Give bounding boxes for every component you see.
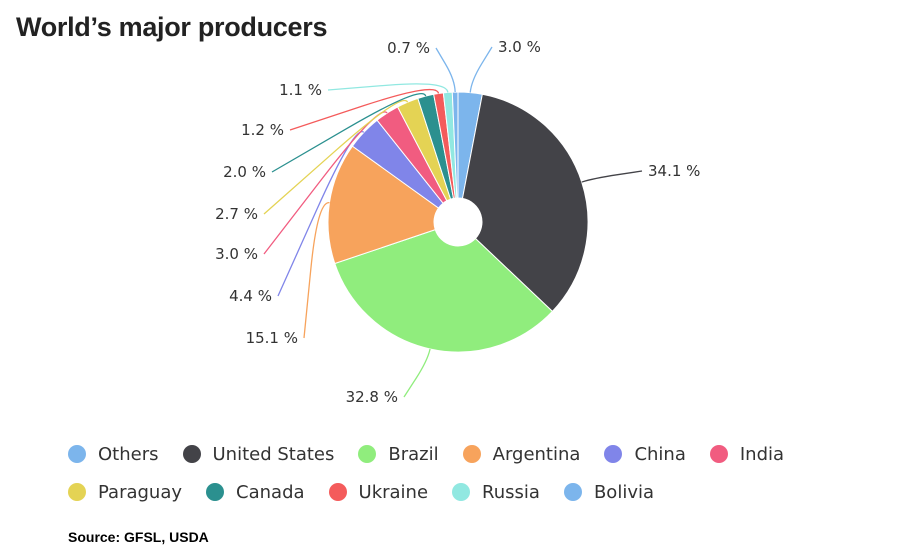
data-label-united-states: 34.1 %: [648, 162, 700, 180]
pie-chart: 3.0 % 34.1 % 32.8 % 15.1 % 4.4 % 3.0 % 2.7 % 2.…: [215, 38, 700, 406]
source-note: Source: GFSL, USDA: [68, 529, 209, 545]
legend-label: Argentina: [492, 443, 581, 465]
legend-swatch: [358, 445, 377, 463]
connector-paraguay: [263, 100, 409, 215]
data-label-china: 4.4 %: [229, 287, 272, 305]
legend-label: China: [634, 443, 686, 465]
legend-item-brazil[interactable]: Brazil: [358, 443, 439, 465]
legend-item-canada[interactable]: Canada: [206, 481, 305, 503]
connector-bolivia: [435, 47, 456, 93]
legend-item-paraguay[interactable]: Paraguay: [68, 481, 182, 503]
legend-label: Brazil: [388, 443, 439, 465]
data-label-russia: 1.1 %: [279, 81, 322, 99]
legend-item-united-states[interactable]: United States: [182, 443, 335, 465]
connector-canada: [271, 92, 427, 173]
connector-brazil: [403, 348, 431, 398]
legend-label: Ukraine: [358, 481, 429, 503]
legend-swatch: [68, 445, 86, 463]
chart-title: World’s major producers: [16, 12, 328, 42]
legend-label: United States: [212, 443, 335, 465]
data-label-ukraine: 1.2 %: [241, 121, 284, 139]
legend-label: Canada: [236, 481, 305, 503]
data-label-brazil: 32.8 %: [346, 388, 398, 406]
label-connectors: [263, 46, 643, 398]
data-labels: 3.0 % 34.1 % 32.8 % 15.1 % 4.4 % 3.0 % 2.7 % 2.…: [215, 38, 700, 406]
data-label-bolivia: 0.7 %: [387, 39, 430, 57]
data-label-india: 3.0 %: [215, 245, 258, 263]
legend-swatch: [328, 483, 347, 501]
data-label-paraguay: 2.7 %: [215, 205, 258, 223]
connector-ukraine: [289, 88, 440, 131]
data-label-others: 3.0 %: [498, 38, 541, 56]
data-label-canada: 2.0 %: [223, 163, 266, 181]
slice-bolivia[interactable]: [451, 91, 459, 199]
legend-item-india[interactable]: India: [709, 443, 785, 465]
legend-swatch: [709, 445, 728, 463]
connector-others: [469, 46, 493, 93]
legend-label: India: [739, 443, 785, 465]
slice-brazil[interactable]: [334, 229, 554, 353]
legend-swatch: [462, 445, 481, 463]
legend-swatch: [206, 483, 225, 501]
legend-item-ukraine[interactable]: Ukraine: [328, 481, 429, 503]
legend-label: Others: [98, 443, 159, 465]
legend-swatch: [68, 483, 86, 501]
slice-united-states[interactable]: [461, 93, 589, 313]
legend-swatch: [182, 445, 201, 463]
connector-united-states: [581, 170, 643, 183]
legend-swatch: [452, 483, 471, 501]
legend-item-china[interactable]: China: [604, 443, 686, 465]
connector-russia: [327, 83, 449, 93]
connector-china: [277, 130, 365, 297]
legend-label: Bolivia: [593, 481, 654, 503]
legend: Others United States Brazil Argentina China I…: [68, 443, 888, 503]
slice-argentina[interactable]: [327, 145, 440, 265]
legend-item-others[interactable]: Others: [68, 443, 159, 465]
legend-swatch: [563, 483, 582, 501]
pie-slices: [327, 91, 589, 353]
legend-item-russia[interactable]: Russia: [452, 481, 540, 503]
legend-swatch: [604, 445, 623, 463]
data-label-argentina: 15.1 %: [246, 329, 298, 347]
legend-item-argentina[interactable]: Argentina: [462, 443, 581, 465]
legend-label: Paraguay: [98, 481, 183, 503]
legend-label: Russia: [482, 481, 540, 503]
legend-item-bolivia[interactable]: Bolivia: [563, 481, 654, 503]
connector-argentina: [303, 202, 330, 339]
